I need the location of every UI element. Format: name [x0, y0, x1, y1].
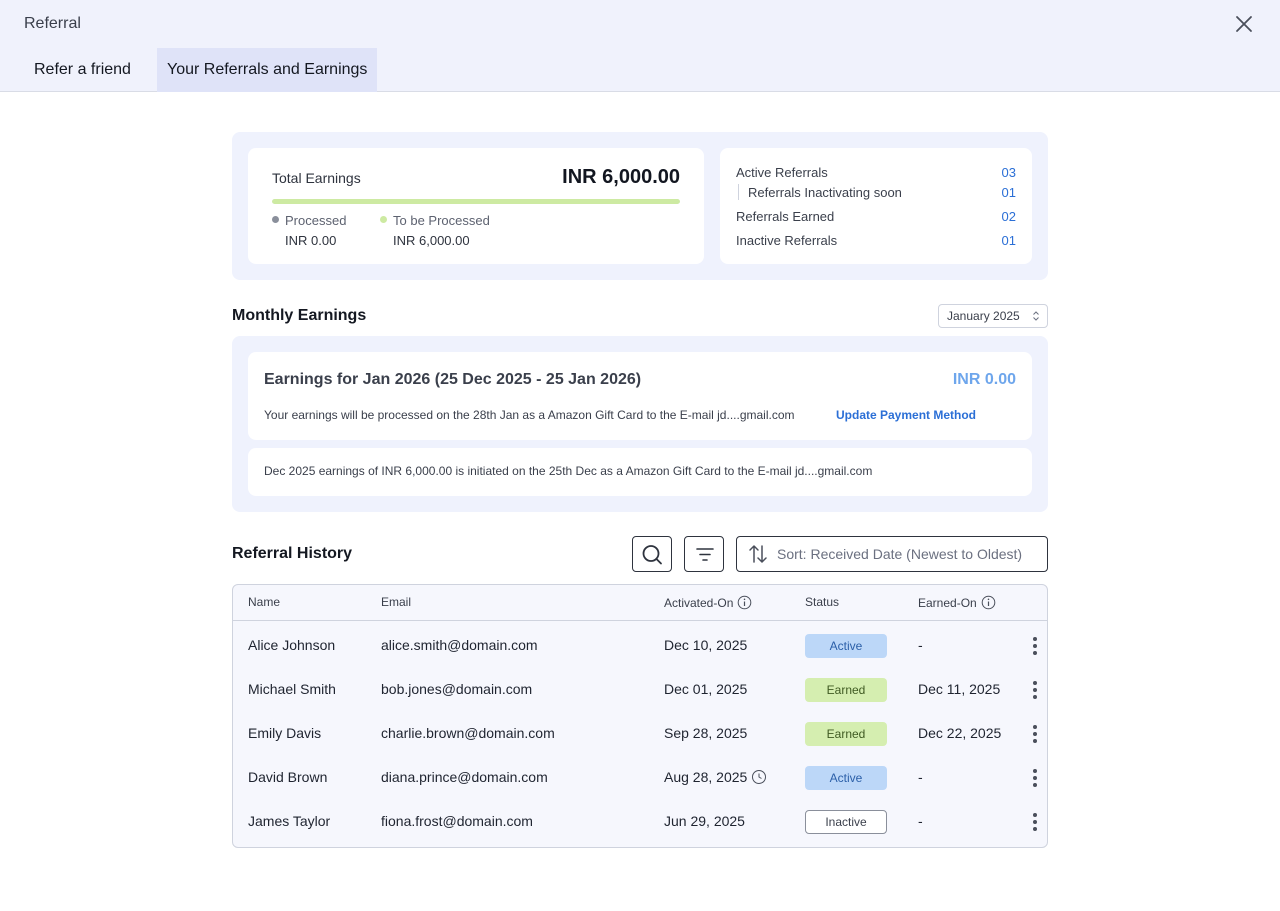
modal-title: Referral	[24, 15, 81, 32]
earnings-progress-bar	[272, 199, 680, 204]
table-row[interactable]: David Brown diana.prince@domain.com Aug …	[233, 756, 1047, 800]
inactivating-soon-label: Referrals Inactivating soon	[748, 185, 902, 200]
update-payment-method-link[interactable]: Update Payment Method	[836, 408, 977, 422]
table-row[interactable]: James Taylor fiona.frost@domain.com Jun …	[233, 800, 1047, 844]
search-icon	[642, 545, 662, 565]
status-badge: Active	[805, 634, 887, 658]
row-activated-on-value: Aug 28, 2025	[664, 769, 748, 785]
sort-label: Sort: Received Date (Newest to Oldest)	[777, 546, 1023, 562]
chevron-up-down-icon	[1033, 311, 1039, 321]
monthly-earnings-panel: Earnings for Jan 2026 (25 Dec 2025 - 25 …	[232, 336, 1048, 512]
tab-your-referrals-and-earnings[interactable]: Your Referrals and Earnings	[157, 48, 378, 92]
row-earned-on: -	[918, 637, 923, 653]
referrals-earned-count: 02	[1001, 209, 1016, 224]
row-activated-on: Jun 29, 2025	[664, 813, 745, 829]
row-activated-on: Sep 28, 2025	[664, 725, 748, 741]
row-activated-on: Dec 01, 2025	[664, 681, 748, 697]
table-row[interactable]: Alice Johnson alice.smith@domain.com Dec…	[233, 624, 1047, 668]
inactivating-soon-count: 01	[1001, 185, 1016, 200]
row-email: bob.jones@domain.com	[381, 681, 533, 697]
row-name: Alice Johnson	[248, 637, 336, 653]
row-name: Michael Smith	[248, 681, 336, 697]
active-referrals-label: Active Referrals	[736, 165, 828, 180]
tab-refer-a-friend[interactable]: Refer a friend	[34, 61, 131, 78]
row-activated-on: Dec 10, 2025	[664, 637, 748, 653]
processed-dot-icon	[272, 216, 279, 223]
sort-button[interactable]: Sort: Received Date (Newest to Oldest)	[736, 536, 1048, 572]
row-email: diana.prince@domain.com	[381, 769, 548, 785]
more-options-icon[interactable]	[1029, 680, 1041, 700]
row-email: fiona.frost@domain.com	[381, 813, 533, 829]
status-badge: Inactive	[805, 810, 887, 834]
current-earnings-note: Your earnings will be processed on the 2…	[264, 408, 795, 422]
table-row[interactable]: Emily Davis charlie.brown@domain.com Sep…	[233, 712, 1047, 756]
to-be-processed-value: INR 6,000.00	[393, 233, 470, 248]
previous-earnings-card: Dec 2025 earnings of INR 6,000.00 is ini…	[248, 448, 1032, 496]
filter-button[interactable]	[684, 536, 724, 572]
inactive-referrals-count: 01	[1001, 233, 1016, 248]
row-name: David Brown	[248, 769, 328, 785]
column-header-activated-on-label: Activated-On	[664, 596, 734, 610]
row-email: alice.smith@domain.com	[381, 637, 538, 653]
to-be-processed-label: To be Processed	[393, 213, 490, 228]
row-earned-on: -	[918, 813, 923, 829]
sub-item-divider	[738, 184, 739, 200]
close-icon	[1236, 16, 1252, 32]
clock-icon[interactable]	[751, 769, 767, 785]
close-button[interactable]	[1232, 12, 1256, 36]
referral-history-table: Name Email Activated-On Status Earned-On…	[232, 584, 1048, 848]
to-be-processed-dot-icon	[380, 216, 387, 223]
previous-earnings-note: Dec 2025 earnings of INR 6,000.00 is ini…	[264, 464, 873, 478]
row-activated-on: Aug 28, 2025	[664, 769, 767, 785]
table-header: Name Email Activated-On Status Earned-On	[233, 585, 1047, 621]
row-earned-on: Dec 11, 2025	[918, 681, 1001, 697]
referrals-earned-label: Referrals Earned	[736, 209, 835, 224]
total-earnings-card: Total Earnings INR 6,000.00 Processed IN…	[248, 148, 704, 264]
month-select[interactable]: January 2025	[938, 304, 1048, 328]
column-header-earned-on: Earned-On	[918, 595, 996, 610]
processed-label: Processed	[285, 213, 347, 228]
earnings-progress-fill	[272, 199, 680, 204]
active-referrals-count: 03	[1001, 165, 1016, 180]
referral-history-title: Referral History	[232, 545, 353, 562]
modal-header: Referral Refer a friend Your Referrals a…	[0, 0, 1280, 92]
row-earned-on: Dec 22, 2025	[918, 725, 1002, 741]
more-options-icon[interactable]	[1029, 812, 1041, 832]
column-header-email: Email	[381, 595, 412, 609]
status-badge: Earned	[805, 678, 887, 702]
row-earned-on: -	[918, 769, 923, 785]
processed-value: INR 0.00	[285, 233, 337, 248]
current-earnings-card: Earnings for Jan 2026 (25 Dec 2025 - 25 …	[248, 352, 1032, 440]
summary-panel: Total Earnings INR 6,000.00 Processed IN…	[232, 132, 1048, 280]
column-header-name: Name	[248, 595, 281, 609]
column-header-status: Status	[805, 595, 840, 609]
monthly-earnings-title: Monthly Earnings	[232, 307, 367, 324]
row-name: Emily Davis	[248, 725, 322, 741]
sort-arrows-icon	[749, 545, 767, 563]
row-name: James Taylor	[248, 813, 331, 829]
more-options-icon[interactable]	[1029, 724, 1041, 744]
month-select-value: January 2025	[947, 309, 1020, 323]
status-badge: Earned	[805, 722, 887, 746]
info-icon[interactable]	[981, 595, 996, 610]
table-row[interactable]: Michael Smith bob.jones@domain.com Dec 0…	[233, 668, 1047, 712]
inactive-referrals-label: Inactive Referrals	[736, 233, 838, 248]
info-icon[interactable]	[737, 595, 752, 610]
referral-stats-card: Active Referrals 03 Referrals Inactivati…	[720, 148, 1032, 264]
current-earnings-title: Earnings for Jan 2026 (25 Dec 2025 - 25 …	[264, 371, 642, 388]
current-earnings-amount: INR 0.00	[952, 371, 1016, 388]
column-header-activated-on: Activated-On	[664, 595, 752, 610]
more-options-icon[interactable]	[1029, 768, 1041, 788]
filter-icon	[696, 548, 714, 561]
more-options-icon[interactable]	[1029, 636, 1041, 656]
row-email: charlie.brown@domain.com	[381, 725, 555, 741]
column-header-earned-on-label: Earned-On	[918, 596, 977, 610]
total-earnings-label: Total Earnings	[272, 170, 361, 186]
status-badge: Active	[805, 766, 887, 790]
total-earnings-value: INR 6,000.00	[562, 166, 680, 188]
search-button[interactable]	[632, 536, 672, 572]
